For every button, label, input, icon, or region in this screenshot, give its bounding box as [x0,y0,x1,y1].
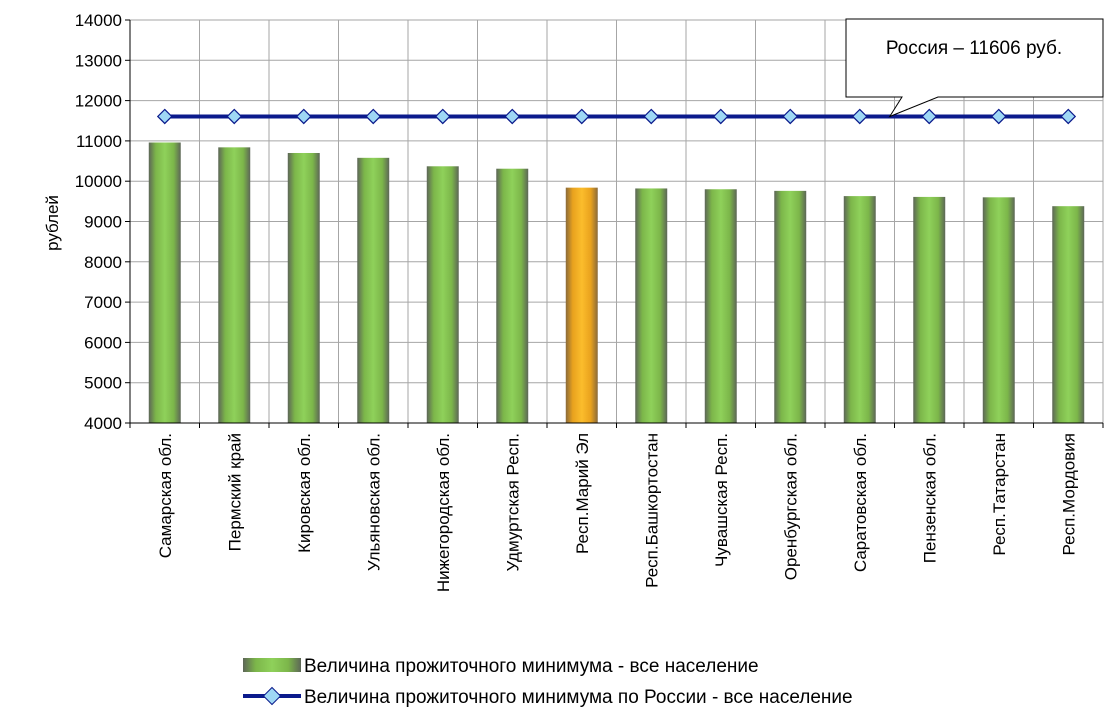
bar [843,196,876,423]
category-label: Пермский край [225,433,244,551]
bar [426,166,459,423]
line-marker [504,108,521,125]
y-tick-label: 6000 [84,333,122,352]
bar [774,190,807,423]
callout-box [845,18,1104,118]
y-tick-label: 7000 [84,293,122,312]
line-marker [782,108,799,125]
line-marker [712,108,729,125]
legend-line-marker [262,686,282,706]
bar [496,168,529,423]
y-tick-label: 5000 [84,374,122,393]
category-label: Оренбургская обл. [781,433,800,580]
line-marker [226,108,243,125]
y-tick-labels: 4000 5000 6000 7000 8000 9000 10000 11000 12000 1… [75,11,122,433]
category-label: Кировская обл. [295,433,314,553]
line-marker [921,108,938,125]
category-labels: Самарская обл. Пермский край Кировская обл… [156,433,1079,592]
line-marker [295,108,312,125]
line-marker [990,108,1007,125]
y-tick-label: 14000 [75,11,122,30]
legend-line-label: Величина прожиточного минимума по России… [304,687,853,708]
y-tick-label: 11000 [76,132,122,151]
category-label: Респ.Марий Эл [573,433,592,554]
callout-text: Россия – 11606 руб. [886,38,1062,59]
y-tick-label: 8000 [84,253,122,272]
callout: Россия – 11606 руб. [845,18,1104,118]
y-axis-label: рублей [43,195,62,251]
line-marker [851,108,868,125]
bar [357,157,390,424]
bar [982,197,1015,423]
line-marker [365,108,382,125]
category-label: Нижегородская обл. [434,433,453,592]
legend: Величина прожиточного минимума - все нас… [243,656,853,708]
legend-bar-swatch [243,658,301,672]
bar [635,188,668,423]
line-marker [573,108,590,125]
y-tick-label: 10000 [75,172,122,191]
line-marker [1060,108,1077,125]
category-label: Респ.Татарстан [990,433,1009,556]
category-label: Пензенская обл. [920,433,939,563]
line-marker [643,108,660,125]
bar [148,142,181,423]
category-label: Удмуртская Респ. [503,433,522,571]
y-tick-label: 4000 [84,414,122,433]
y-tick-label: 9000 [84,213,122,232]
category-label: Ульяновская обл. [364,433,383,571]
bar [565,187,598,423]
axes [125,19,1104,428]
y-tick-label: 12000 [75,92,122,111]
category-label: Респ.Мордовия [1059,433,1078,555]
bar [913,196,946,423]
line-marker [156,108,173,125]
category-label: Чувашская Респ. [712,433,731,567]
bar [287,152,320,424]
category-label: Респ.Башкортостан [642,433,661,588]
line-marker [434,108,451,125]
category-label: Самарская обл. [156,433,175,558]
average-line [156,108,1077,125]
bars [148,142,1085,424]
y-tick-label: 13000 [75,51,122,70]
category-label: Саратовская обл. [851,433,870,572]
bar [218,147,251,423]
legend-bar-label: Величина прожиточного минимума - все нас… [304,656,759,677]
bar [704,189,737,423]
bar [1052,206,1085,423]
